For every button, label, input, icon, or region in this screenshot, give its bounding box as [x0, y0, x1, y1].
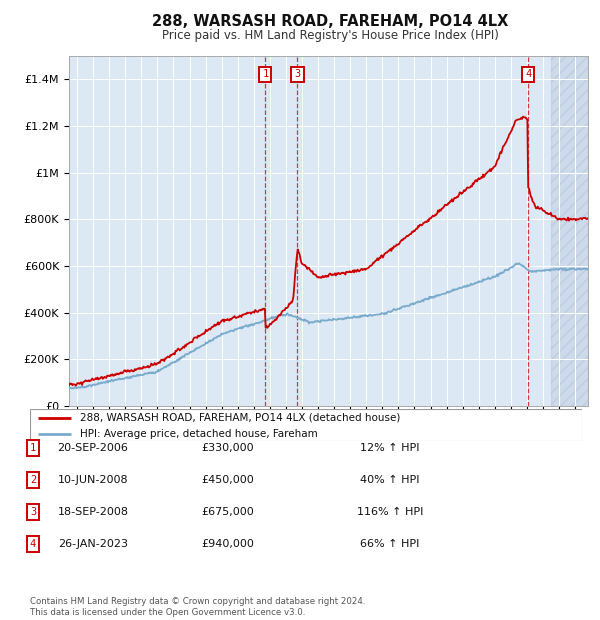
Text: £940,000: £940,000: [202, 539, 254, 549]
Text: 288, WARSASH ROAD, FAREHAM, PO14 4LX: 288, WARSASH ROAD, FAREHAM, PO14 4LX: [152, 14, 508, 29]
Text: Price paid vs. HM Land Registry's House Price Index (HPI): Price paid vs. HM Land Registry's House …: [161, 30, 499, 42]
Text: 66% ↑ HPI: 66% ↑ HPI: [361, 539, 419, 549]
Text: 18-SEP-2008: 18-SEP-2008: [58, 507, 128, 517]
Text: 40% ↑ HPI: 40% ↑ HPI: [360, 475, 420, 485]
Text: 4: 4: [30, 539, 36, 549]
Text: 116% ↑ HPI: 116% ↑ HPI: [357, 507, 423, 517]
Text: 288, WARSASH ROAD, FAREHAM, PO14 4LX (detached house): 288, WARSASH ROAD, FAREHAM, PO14 4LX (de…: [80, 413, 400, 423]
Text: 10-JUN-2008: 10-JUN-2008: [58, 475, 128, 485]
Text: 4: 4: [525, 69, 531, 79]
Text: 20-SEP-2006: 20-SEP-2006: [58, 443, 128, 453]
Text: £450,000: £450,000: [202, 475, 254, 485]
Text: 12% ↑ HPI: 12% ↑ HPI: [360, 443, 420, 453]
FancyBboxPatch shape: [30, 409, 582, 441]
Text: 1: 1: [30, 443, 36, 453]
Text: 2: 2: [30, 475, 36, 485]
Text: £330,000: £330,000: [202, 443, 254, 453]
Text: HPI: Average price, detached house, Fareham: HPI: Average price, detached house, Fare…: [80, 429, 317, 440]
Bar: [551, 56, 588, 406]
Text: 26-JAN-2023: 26-JAN-2023: [58, 539, 128, 549]
Bar: [551, 56, 588, 406]
Text: 1: 1: [262, 69, 268, 79]
Text: Contains HM Land Registry data © Crown copyright and database right 2024.
This d: Contains HM Land Registry data © Crown c…: [30, 598, 365, 617]
Text: 3: 3: [295, 69, 301, 79]
Text: £675,000: £675,000: [202, 507, 254, 517]
Text: 3: 3: [30, 507, 36, 517]
